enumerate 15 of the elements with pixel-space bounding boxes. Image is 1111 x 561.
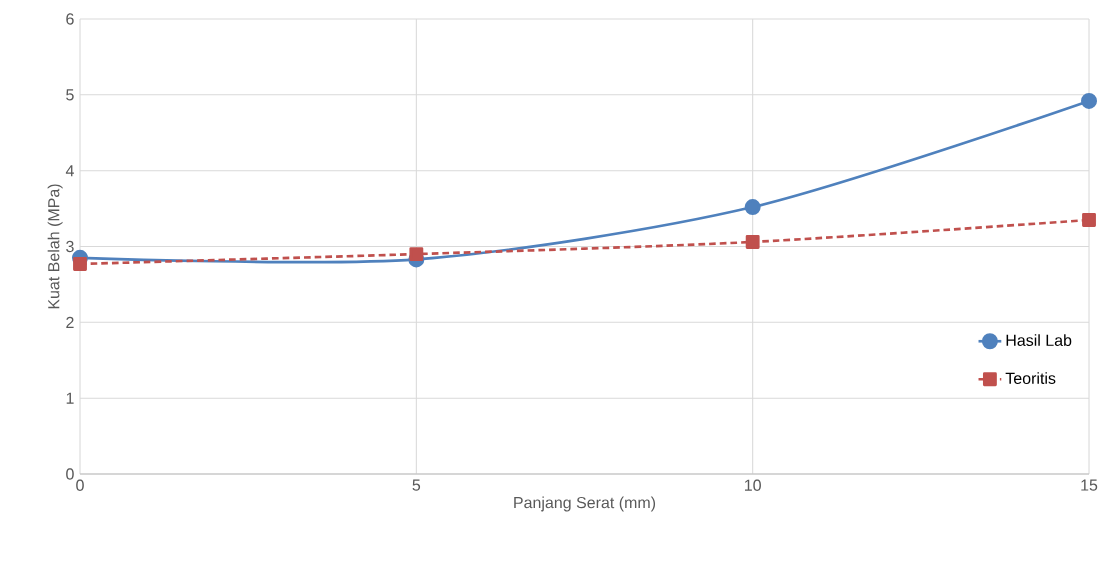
x-tick-label: 5 bbox=[412, 479, 421, 491]
y-tick-label: 5 bbox=[66, 89, 74, 101]
y-tick-label: 1 bbox=[66, 392, 74, 404]
x-tick-label: 0 bbox=[76, 479, 84, 491]
x-axis-title: Panjang Serat (mm) bbox=[514, 496, 656, 512]
y-tick-label: 4 bbox=[65, 165, 74, 177]
y-tick-label: 6 bbox=[66, 13, 74, 25]
legend-label: Hasil Lab bbox=[1006, 334, 1072, 346]
y-tick-label: 0 bbox=[66, 468, 74, 480]
y-tick-label: 2 bbox=[66, 316, 74, 328]
x-tick-label: 10 bbox=[744, 479, 761, 491]
x-tick-label: 15 bbox=[1081, 479, 1098, 491]
y-axis-title: Kuat Belah (MPa) bbox=[47, 184, 63, 309]
y-tick-label: 3 bbox=[66, 240, 74, 253]
legend-label: Teoritis bbox=[1005, 372, 1056, 384]
